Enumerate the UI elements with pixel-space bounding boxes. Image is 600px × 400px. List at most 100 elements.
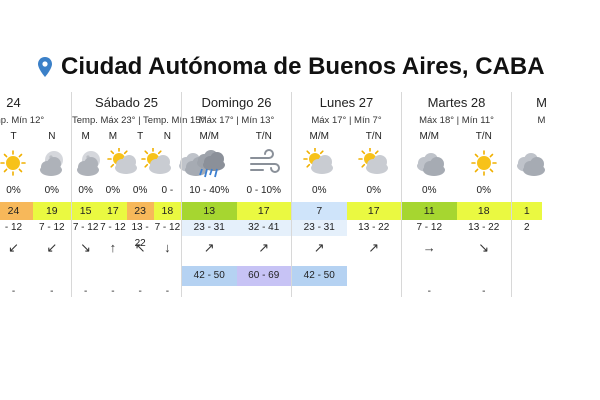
wind-gusts xyxy=(99,266,126,286)
col-label: M/M xyxy=(309,131,329,142)
wind-gusts: 42 - 50 xyxy=(292,266,347,286)
wind-gusts xyxy=(33,266,71,286)
uv-index-row: -- xyxy=(0,286,71,297)
day-name: M xyxy=(536,95,547,110)
precip-chance: 0% xyxy=(132,185,148,196)
wind-direction-row xyxy=(512,236,571,260)
temperature: 17 xyxy=(236,202,291,220)
wind-speed: 2 xyxy=(523,222,530,233)
sun-icon xyxy=(457,146,512,180)
wind-gusts xyxy=(512,266,542,286)
col-label: T/N xyxy=(475,131,492,142)
temperature: 15 xyxy=(72,202,100,220)
col-label: T/N xyxy=(365,131,382,142)
weather-icon-cell-row xyxy=(402,146,511,180)
precip-chance-row: 0% 0% xyxy=(0,180,71,202)
wind-speed-row: 7 - 12 13 - 22 xyxy=(402,220,511,236)
uv-index: - xyxy=(11,286,16,297)
wind-gusts xyxy=(402,266,457,286)
col-label: T/N xyxy=(255,131,272,142)
wind-gusts: 42 - 50 xyxy=(182,266,237,286)
precip-chance-row: 0% 0% xyxy=(402,180,511,202)
precip-chance: 0% xyxy=(105,185,121,196)
wind-gusts-row: 42 - 50 xyxy=(292,260,401,286)
day-name: Sábado 25 xyxy=(95,95,158,110)
precip-chance: 0% xyxy=(78,185,93,196)
wind-direction: ↙ xyxy=(46,240,58,255)
day-temps: Máx 17° | Mín 7° xyxy=(311,115,382,126)
col-label: T xyxy=(137,131,144,142)
precip-chance: 0% xyxy=(366,185,381,196)
temperature: 1 xyxy=(512,202,542,220)
day-column-1: Sábado 25 Temp. Máx 23° | Temp. Mín 15° M M… xyxy=(71,92,207,297)
sun-icon xyxy=(0,146,33,180)
uv-index: - xyxy=(83,286,88,297)
col-label: T xyxy=(10,131,17,142)
wind-speed: 13 - 22 xyxy=(358,222,390,233)
precip-chance: 0% xyxy=(6,185,21,196)
wind-direction xyxy=(542,236,572,260)
location-header: Ciudad Autónoma de Buenos Aires, CABA xyxy=(38,50,545,84)
wind-direction: → xyxy=(422,240,436,255)
wind-direction: ↖ xyxy=(134,240,146,255)
cloud-icon xyxy=(512,146,546,180)
wind-gusts-row xyxy=(402,260,511,286)
weather-icon-cell-row xyxy=(0,146,71,180)
temperature: 18 xyxy=(153,202,181,220)
col-label: M/M xyxy=(199,131,219,142)
sun-cloud-icon xyxy=(106,146,140,180)
uv-index: - xyxy=(50,286,54,297)
precip-chance: 0% xyxy=(476,185,491,196)
col-label: N xyxy=(163,131,171,142)
temperature: 11 xyxy=(402,202,457,220)
wind-direction: ↑ xyxy=(109,240,117,255)
day-temps: Temp. Mín 12° xyxy=(0,115,45,126)
cloud-icon xyxy=(402,146,457,180)
temperature-row: 15 17 23 18 xyxy=(72,202,181,220)
wind-direction xyxy=(512,236,542,260)
wind-gusts xyxy=(347,266,402,286)
wind-speed-row: 7 - 12 7 - 12 13 - 22 7 - 12 xyxy=(72,220,181,249)
temperature: 17 xyxy=(99,202,127,220)
wind-speed: - 12 xyxy=(4,222,23,233)
uv-index-row: -- xyxy=(402,286,511,297)
day-temps: M xyxy=(537,115,546,126)
wind-direction: ↗ xyxy=(313,240,325,255)
precip-chance: 0% xyxy=(422,185,437,196)
precip-chance: 0 - 10% xyxy=(157,185,177,218)
location-title: Ciudad Autónoma de Buenos Aires, CABA xyxy=(61,53,545,80)
uv-index: - xyxy=(165,286,170,297)
precip-chance-row: 0% 0% xyxy=(292,180,401,202)
wind-speed: 13 - 22 xyxy=(131,222,149,249)
col-label-row: M/M T/N xyxy=(402,128,511,146)
day-column-4: Martes 28 Máx 18° | Mín 11° M/M T/N 0% 0% 11 18… xyxy=(401,92,511,297)
day-temps: Temp. Máx 23° | Temp. Mín 15° xyxy=(72,115,205,126)
weather-icon-cell-row xyxy=(512,146,571,180)
temperature: 13 xyxy=(182,202,237,220)
col-label: M xyxy=(81,131,90,142)
col-label-row: M/M T/N xyxy=(182,128,291,146)
col-label xyxy=(512,128,542,146)
wind-direction-row: ↘ ↑ ↖ ↓ xyxy=(72,236,181,260)
wind-gusts-row xyxy=(0,260,71,286)
wind-gusts-row xyxy=(512,260,571,286)
wind-direction-row: → ↘ xyxy=(402,236,511,260)
temperature-row: 24 19 xyxy=(0,202,71,220)
temperature-row: 7 17 xyxy=(292,202,401,220)
day-temps: Máx 17° | Mín 13° xyxy=(198,115,275,126)
temperature-row: 11 18 xyxy=(402,202,511,220)
wind-gusts xyxy=(154,266,181,286)
wind-speed-row: - 12 7 - 12 xyxy=(0,220,71,236)
wind-gusts: 60 - 69 xyxy=(236,266,291,286)
day-column-2: Domingo 26 Máx 17° | Mín 13° M/M T/N 10 - 40… xyxy=(181,92,291,297)
weather-icon-cell-row xyxy=(182,146,291,180)
col-label: N xyxy=(48,131,56,142)
wind-speed: 7 - 12 xyxy=(39,222,65,233)
weather-icon-cell-row xyxy=(72,146,207,180)
wind-speed: 32 - 41 xyxy=(236,220,291,236)
wind-speed: 13 - 22 xyxy=(468,222,500,233)
col-label: M/M xyxy=(419,131,439,142)
